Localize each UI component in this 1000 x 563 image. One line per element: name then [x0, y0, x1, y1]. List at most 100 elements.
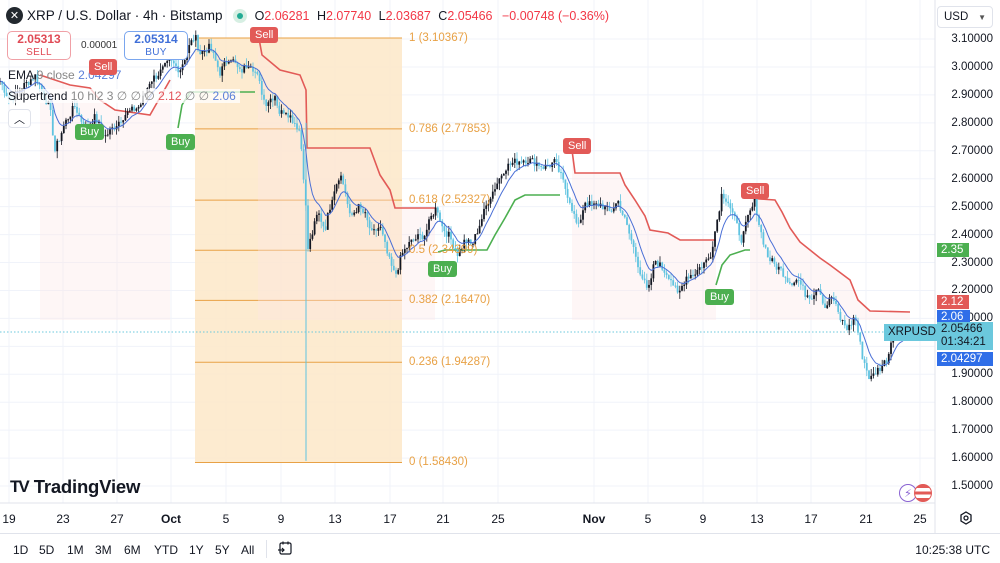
range-button-1m[interactable]: 1M [67, 543, 84, 557]
price-tick-label: 2.50000 [951, 200, 993, 213]
high-label: H [316, 8, 326, 23]
logo-text: TradingView [33, 476, 141, 497]
calendar-goto-icon[interactable] [277, 540, 293, 556]
price-tick-label: 2.80000 [951, 116, 993, 129]
x-logo-icon[interactable]: ✕ [6, 7, 23, 24]
supertrend-name: Supertrend [8, 89, 68, 103]
close-value: 2.05466 [447, 8, 493, 23]
price-tick-label: 2.90000 [951, 88, 993, 101]
range-button-5d[interactable]: 5D [39, 543, 55, 557]
price-tick-label: 1.80000 [951, 396, 993, 409]
price-tick-label: 3.10000 [951, 33, 993, 45]
tradingview-logo[interactable]: TV TradingView [10, 476, 140, 498]
fib-level-label: 0.382 (2.16470) [409, 294, 491, 307]
fib-level-label: 0.618 (2.52327) [409, 194, 491, 207]
open-value: 2.06281 [264, 8, 310, 23]
settings-icon[interactable] [959, 511, 973, 525]
last-price-tag: 2.05466 01:34:21 [937, 322, 993, 350]
price-change: −0.00748 (−0.36%) [502, 8, 610, 23]
buy-price: 2.05314 [134, 32, 178, 46]
sell-button[interactable]: 2.05313 SELL [7, 31, 71, 60]
time-tick-label: Oct [160, 512, 182, 526]
time-tick-label: 9 [699, 512, 707, 526]
price-tick-label: 2.70000 [951, 144, 993, 157]
price-tick-label: 2.40000 [951, 228, 993, 241]
time-tick-label: 9 [277, 512, 285, 526]
market-open-icon [232, 8, 247, 23]
time-tick-label: 27 [110, 512, 124, 526]
low-label: L [378, 8, 386, 23]
price-tick-label: 1.60000 [951, 452, 993, 465]
collapse-legend-button[interactable]: ︿ [8, 109, 31, 128]
fib-level-label: 1 (3.10367) [409, 31, 468, 44]
na-value: ∅ [184, 89, 196, 103]
symbol-title[interactable]: XRP / U.S. Dollar · 4h · Bitstamp [27, 8, 223, 23]
ema-params: 9 close [36, 68, 75, 82]
time-tick-label: 5 [644, 512, 652, 526]
chevron-down-icon: ▼ [978, 12, 986, 22]
time-tick-label: 13 [750, 512, 764, 526]
sell-signal-marker[interactable]: Sell [741, 183, 770, 199]
range-button-all[interactable]: All [241, 543, 255, 557]
clock[interactable]: 10:25:38 UTC [915, 543, 990, 557]
supertrend-blue-tag: 2.06 [937, 310, 970, 324]
buy-signal-marker[interactable]: Buy [75, 124, 104, 140]
legend-supertrend[interactable]: Supertrend 10 hl2 3 ∅ ∅ ∅ 2.12 ∅ ∅ 2.06 [8, 89, 240, 103]
price-tick-label: 1.90000 [951, 368, 993, 381]
time-tick-label: 21 [436, 512, 450, 526]
sell-signal-marker[interactable]: Sell [563, 138, 592, 154]
spread-value: 0.00001 [81, 40, 118, 51]
time-tick-label: 13 [328, 512, 342, 526]
supertrend-params: 10 hl2 3 [70, 89, 114, 103]
buy-label: BUY [145, 47, 167, 58]
time-tick-label: 25 [491, 512, 505, 526]
time-tick-label: 19 [2, 512, 16, 526]
us-flag-icon[interactable] [914, 484, 932, 502]
toolbar-divider [266, 540, 267, 558]
range-button-5y[interactable]: 5Y [215, 543, 230, 557]
time-tick-label: 23 [56, 512, 70, 526]
range-button-ytd[interactable]: YTD [154, 543, 178, 557]
buy-signal-marker[interactable]: Buy [166, 134, 195, 150]
fibonacci-retracement [195, 37, 402, 463]
legend-ema[interactable]: EMA 9 close 2.04297 [8, 68, 121, 82]
buy-signal-marker[interactable]: Buy [428, 261, 457, 277]
bar-countdown: 01:34:21 [941, 336, 986, 348]
supertrend-down-tag: 2.12 [937, 295, 969, 309]
supertrend-value: 2.06 [212, 89, 236, 103]
sell-price: 2.05313 [17, 32, 61, 46]
candlestick-series [0, 30, 906, 461]
close-label: C [438, 8, 448, 23]
assistant-icons[interactable]: ⚡ [899, 484, 932, 502]
time-tick-label: 25 [913, 512, 927, 526]
time-tick-label: 5 [222, 512, 230, 526]
range-button-6m[interactable]: 6M [124, 543, 141, 557]
supertrend-up-tag: 2.35 [937, 243, 969, 257]
chevron-up-icon: ︿ [14, 113, 25, 126]
sell-signal-marker[interactable]: Sell [89, 59, 118, 75]
bottom-toolbar: 1D 5D 1M 3M 6M YTD 1Y 5Y All 10:25:38 UTC [0, 533, 1000, 563]
time-tick-label: 21 [859, 512, 873, 526]
currency-label: USD [944, 11, 969, 23]
range-button-1y[interactable]: 1Y [189, 543, 204, 557]
buy-signal-marker[interactable]: Buy [705, 289, 734, 305]
range-button-3m[interactable]: 3M [95, 543, 112, 557]
symbol-tag: XRPUSD [884, 324, 940, 341]
currency-selector[interactable]: USD ▼ [937, 6, 993, 28]
ema-name: EMA [8, 68, 34, 82]
price-tick-label: 3.00000 [951, 60, 993, 73]
ema-tag: 2.04297 [937, 352, 993, 366]
range-button-1d[interactable]: 1D [13, 543, 29, 557]
sell-label: SELL [26, 47, 52, 58]
sell-signal-marker[interactable]: Sell [250, 27, 279, 43]
fib-level-label: 0.5 (2.34399) [409, 244, 478, 257]
supertrend-down-value: 2.12 [158, 89, 182, 103]
tradingview-mark-icon: TV [10, 477, 30, 496]
fib-level-label: 0.236 (1.94287) [409, 356, 491, 369]
open-label: O [254, 8, 265, 23]
high-value: 2.07740 [326, 8, 372, 23]
buy-button[interactable]: 2.05314 BUY [124, 31, 188, 60]
time-tick-label: 17 [804, 512, 818, 526]
supertrend-indicator [39, 32, 911, 320]
